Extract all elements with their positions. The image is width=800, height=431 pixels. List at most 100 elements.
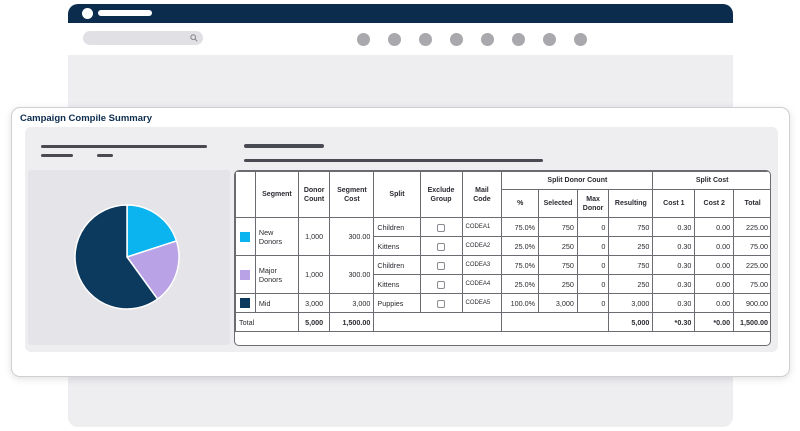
pie-slice-major-donors: [125, 239, 180, 301]
resulting: 750: [608, 217, 654, 237]
segment-swatch: [235, 217, 256, 256]
header-total: Total: [733, 189, 770, 218]
split-name: Children: [373, 217, 421, 237]
header-split-cost: Split Cost: [652, 171, 770, 190]
resulting: 250: [608, 236, 654, 256]
split-name: Kittens: [373, 236, 421, 256]
placeholder-bar: [244, 144, 324, 148]
exclude-checkbox[interactable]: [419, 255, 463, 275]
selected: 750: [538, 217, 578, 237]
cost1: 0.30: [652, 293, 696, 313]
split-name: Kittens: [373, 274, 421, 294]
totals-blank: [501, 312, 610, 332]
totals-blank: [373, 312, 503, 332]
segment-name: Major Donors: [254, 255, 299, 294]
segment-swatch: [235, 293, 256, 313]
exclude-checkbox[interactable]: [419, 217, 463, 237]
nav-dot[interactable]: [419, 33, 432, 46]
major-donors-swatch: [240, 269, 251, 280]
cost1: 0.30: [652, 255, 696, 275]
cost1: 0.30: [652, 217, 696, 237]
pct: 100.0%: [501, 293, 540, 313]
max-donor: 0: [576, 293, 610, 313]
mail-code: CODEA4: [461, 274, 503, 294]
pie-slice-mid: [74, 204, 159, 310]
header-resulting: Resulting: [608, 189, 654, 218]
cost2: 0.00: [694, 217, 735, 237]
search-icon: [190, 34, 198, 42]
total: 900.00: [733, 293, 770, 313]
split-name: Puppies: [373, 293, 421, 313]
mail-code: CODEA1: [461, 217, 503, 237]
header-split-donor-count: Split Donor Count: [501, 171, 654, 190]
cost1: 0.30: [652, 236, 696, 256]
table-row: Kittens CODEA4 25.0% 250 0 250 0.30 0.00…: [236, 274, 770, 294]
pie-chart: [74, 204, 180, 310]
pct: 75.0%: [501, 217, 540, 237]
donor-count: 1,000: [297, 255, 331, 294]
swatch-header: [235, 171, 256, 218]
exclude-checkbox[interactable]: [419, 236, 463, 256]
selected: 3,000: [538, 293, 578, 313]
panel-body: Segment Donor Count Segment Cost Split E…: [25, 127, 778, 352]
segment-swatch: [235, 255, 256, 294]
search-input[interactable]: [83, 31, 203, 45]
totals-label: Total: [235, 312, 299, 332]
nav-dot[interactable]: [481, 33, 494, 46]
donor-count: 3,000: [297, 293, 331, 313]
nav-dot[interactable]: [512, 33, 525, 46]
pie-chart-card: [28, 170, 230, 345]
table-row: Mid 3,000 3,000 Puppies CODEA5 100.0% 3,…: [235, 293, 770, 313]
nav-dot[interactable]: [450, 33, 463, 46]
header-exclude-group: Exclude Group: [419, 171, 463, 218]
header-mail-code: Mail Code: [461, 171, 503, 218]
header-selected: Selected: [538, 189, 578, 218]
total: 225.00: [733, 255, 770, 275]
segment-name: Mid: [254, 293, 299, 313]
resulting: 3,000: [608, 293, 654, 313]
segment-cost: 300.00: [329, 255, 375, 294]
cost2: 0.00: [694, 236, 735, 256]
mail-code: CODEA3: [461, 255, 503, 275]
pct: 25.0%: [501, 236, 540, 256]
totals-cost1: *0.30: [652, 312, 696, 332]
browser-toolbar: [68, 23, 733, 55]
nav-dot[interactable]: [388, 33, 401, 46]
nav-dot[interactable]: [543, 33, 556, 46]
browser-title-bar: [68, 4, 733, 23]
max-donor: 0: [576, 255, 610, 275]
placeholder-bar: [97, 154, 113, 157]
totals-row: Total 5,000 1,500.00 5,000 *0.30 *0.00 1…: [235, 312, 770, 332]
exclude-checkbox[interactable]: [419, 293, 463, 313]
exclude-checkbox[interactable]: [419, 274, 463, 294]
pct: 75.0%: [501, 255, 540, 275]
mail-code: CODEA2: [461, 236, 503, 256]
nav-dot[interactable]: [574, 33, 587, 46]
total: 75.00: [733, 236, 770, 256]
campaign-summary-panel: Campaign Compile Summary: [11, 107, 790, 377]
header-pct: %: [501, 189, 540, 218]
cost2: 0.00: [694, 274, 735, 294]
placeholder-bar: [41, 154, 73, 157]
browser-address-placeholder[interactable]: [98, 10, 152, 16]
donor-count: 1,000: [297, 217, 331, 256]
header-split: Split: [373, 171, 421, 218]
resulting: 250: [608, 274, 654, 294]
totals-donor-count: 5,000: [297, 312, 331, 332]
nav-dot[interactable]: [357, 33, 370, 46]
selected: 250: [538, 274, 578, 294]
mid-swatch: [240, 298, 251, 309]
total: 75.00: [733, 274, 770, 294]
max-donor: 0: [576, 274, 610, 294]
pie-slice-new-donors: [126, 204, 178, 259]
cost2: 0.00: [694, 255, 735, 275]
cost2: 0.00: [694, 293, 735, 313]
segment-name: New Donors: [254, 217, 299, 256]
segment-cost: 3,000: [329, 293, 375, 313]
mail-code: CODEA5: [461, 293, 503, 313]
cost1: 0.30: [652, 274, 696, 294]
header-max-donor: Max Donor: [576, 189, 610, 218]
header-segment: Segment: [254, 171, 299, 218]
browser-menu-dot[interactable]: [82, 8, 93, 19]
